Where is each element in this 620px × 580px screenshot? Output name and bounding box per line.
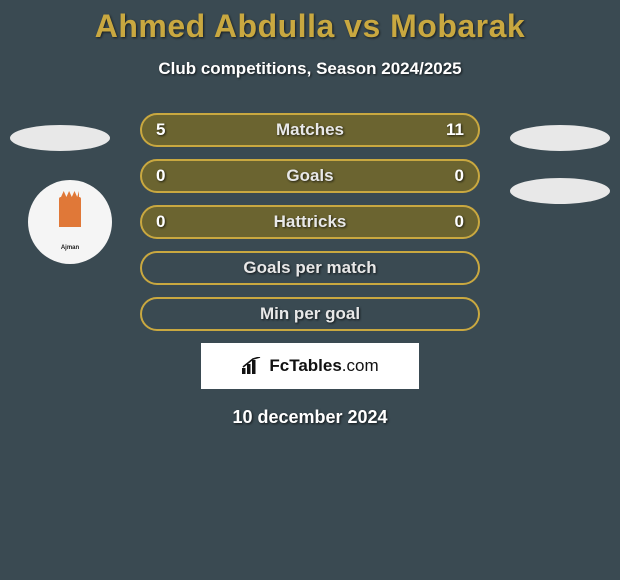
page-title: Ahmed Abdulla vs Mobarak — [0, 8, 620, 45]
stat-row: 0Goals0 — [140, 159, 480, 193]
stat-label: Hattricks — [142, 212, 478, 232]
stat-value-left: 5 — [156, 120, 184, 140]
stat-label: Min per goal — [142, 304, 478, 324]
stat-value-left: 0 — [156, 212, 184, 232]
side-oval-left-1 — [10, 125, 110, 151]
stat-row: Min per goal — [140, 297, 480, 331]
stat-row: 5Matches11 — [140, 113, 480, 147]
date-line: 10 december 2024 — [0, 407, 620, 428]
comparison-card: Ahmed Abdulla vs Mobarak Club competitio… — [0, 0, 620, 428]
stat-label: Goals — [142, 166, 478, 186]
subtitle: Club competitions, Season 2024/2025 — [0, 59, 620, 79]
stat-label: Matches — [142, 120, 478, 140]
brand-suffix: .com — [342, 356, 379, 375]
stat-value-right: 11 — [436, 120, 464, 140]
stat-rows: 5Matches110Goals00Hattricks0Goals per ma… — [140, 113, 480, 331]
stat-label: Goals per match — [142, 258, 478, 278]
stat-value-left: 0 — [156, 166, 184, 186]
stat-row: 0Hattricks0 — [140, 205, 480, 239]
side-oval-right-1 — [510, 125, 610, 151]
stat-row: Goals per match — [140, 251, 480, 285]
fort-tower-icon: Ajman — [41, 193, 99, 251]
club-badge: Ajman — [28, 180, 112, 264]
badge-club-text: Ajman — [41, 245, 99, 251]
bar-chart-icon — [241, 357, 263, 375]
brand-text: FcTables.com — [269, 356, 378, 376]
stat-value-right: 0 — [436, 166, 464, 186]
brand-box[interactable]: FcTables.com — [201, 343, 419, 389]
brand-name: FcTables — [269, 356, 341, 375]
stat-value-right: 0 — [436, 212, 464, 232]
side-oval-right-2 — [510, 178, 610, 204]
